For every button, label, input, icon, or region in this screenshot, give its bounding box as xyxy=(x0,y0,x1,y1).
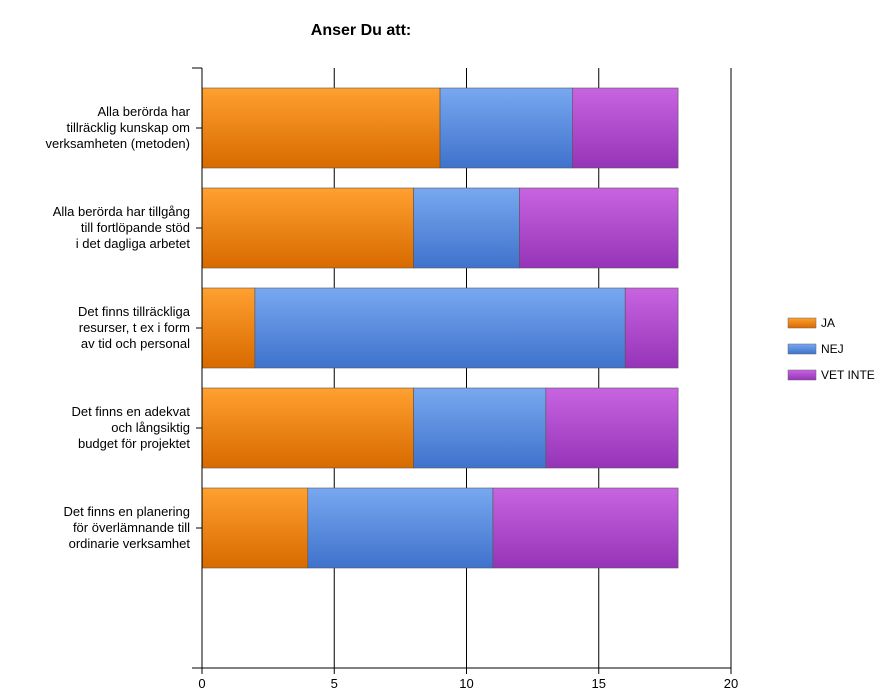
bars xyxy=(201,87,679,569)
category-label-3: Det finns tillräckliga resurser, t ex i f… xyxy=(78,304,191,351)
legend-label-vet-inte: VET INTE xyxy=(821,368,875,382)
x-tick-labels: 0 5 10 15 20 xyxy=(198,676,738,691)
bar-nej-2 xyxy=(413,187,520,269)
bar-nej-5 xyxy=(307,487,494,569)
legend-label-ja: JA xyxy=(821,316,835,330)
bar-vet-inte-3 xyxy=(624,287,679,369)
bar-nej-3 xyxy=(254,287,626,369)
bar-vet-inte-2 xyxy=(519,187,679,269)
x-tick-label-10: 10 xyxy=(459,676,473,691)
axes xyxy=(192,67,732,674)
bar-nej-4 xyxy=(413,387,547,469)
category-label-2: Alla berörda har tillgång till fortlöpand… xyxy=(53,204,191,251)
x-tick-label-20: 20 xyxy=(724,676,738,691)
legend: JA NEJ VET INTE xyxy=(787,316,875,382)
bar-ja-1 xyxy=(201,87,441,169)
bar-vet-inte-1 xyxy=(571,87,679,169)
bar-ja-3 xyxy=(201,287,256,369)
bar-ja-4 xyxy=(201,387,414,469)
bar-vet-inte-4 xyxy=(545,387,679,469)
bar-vet-inte-5 xyxy=(492,487,679,569)
x-tick-label-5: 5 xyxy=(331,676,338,691)
category-labels: Alla berörda har tillräcklig kunskap om ve… xyxy=(45,104,190,551)
category-label-1: Alla berörda har tillräcklig kunskap om ve… xyxy=(45,104,190,151)
legend-label-nej: NEJ xyxy=(821,342,844,356)
bar-nej-1 xyxy=(439,87,573,169)
category-label-4: Det finns en adekvat och långsiktig budget… xyxy=(71,404,190,451)
x-tick-label-15: 15 xyxy=(592,676,606,691)
x-tick-label-0: 0 xyxy=(198,676,205,691)
legend-swatch-vet-inte xyxy=(787,369,817,381)
legend-swatch-nej xyxy=(787,343,817,355)
bar-ja-5 xyxy=(201,487,309,569)
bar-ja-2 xyxy=(201,187,414,269)
legend-swatch-ja xyxy=(787,317,817,329)
chart-title: Anser Du att: xyxy=(311,22,411,39)
category-label-5: Det finns en planering för överlämnande t… xyxy=(64,504,191,551)
